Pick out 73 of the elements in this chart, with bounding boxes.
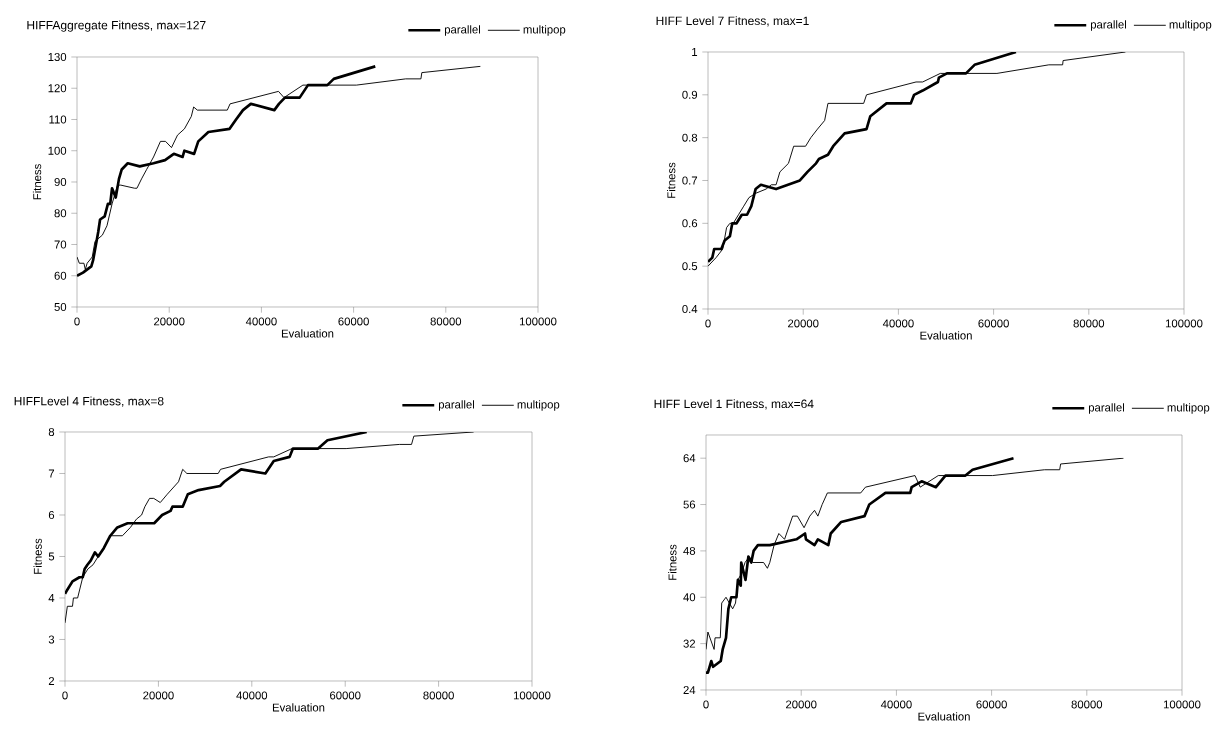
y-axis-title: Fitness bbox=[33, 538, 42, 574]
x-tick-label: 0 bbox=[74, 317, 80, 326]
x-tick-label: 0 bbox=[62, 691, 68, 700]
legend-label: parallel bbox=[1090, 20, 1126, 31]
x-tick-label: 60000 bbox=[978, 319, 1009, 328]
y-tick-label: 90 bbox=[54, 177, 67, 186]
x-tick-label: 100000 bbox=[519, 317, 557, 326]
y-tick-label: 5 bbox=[48, 552, 55, 561]
y-tick-label: 6 bbox=[48, 510, 55, 519]
x-tick-label: 0 bbox=[703, 700, 709, 709]
y-tick-label: 120 bbox=[48, 84, 67, 93]
chart-title: HIFFLevel 4 Fitness, max=8 bbox=[14, 396, 164, 407]
x-tick-label: 100000 bbox=[513, 691, 551, 700]
y-tick-label: 24 bbox=[683, 686, 696, 694]
legend-label: parallel bbox=[1088, 403, 1124, 414]
y-tick-label: 2 bbox=[48, 677, 55, 685]
y-tick-label: 40 bbox=[683, 593, 696, 602]
y-tick-label: 0.4 bbox=[682, 304, 698, 313]
y-tick-label: 50 bbox=[54, 302, 67, 311]
legend-label: parallel bbox=[438, 400, 474, 411]
y-axis-title: Fitness bbox=[32, 164, 42, 200]
y-axis-title: Fitness bbox=[667, 162, 676, 198]
legend-label: multipop bbox=[523, 25, 566, 36]
x-axis-title: Evaluation bbox=[281, 329, 334, 338]
legend-label: multipop bbox=[1169, 20, 1212, 31]
x-tick-label: 40000 bbox=[236, 691, 268, 700]
x-axis-title: Evaluation bbox=[272, 703, 325, 712]
y-tick-label: 100 bbox=[48, 146, 67, 155]
y-tick-label: 110 bbox=[49, 115, 67, 124]
y-tick-label: 60 bbox=[54, 271, 67, 280]
y-tick-label: 32 bbox=[683, 639, 696, 648]
y-tick-label: 56 bbox=[683, 500, 696, 509]
y-tick-label: 0.8 bbox=[682, 133, 698, 142]
x-axis-title: Evaluation bbox=[918, 712, 970, 721]
x-tick-label: 40000 bbox=[245, 317, 277, 326]
y-tick-label: 48 bbox=[683, 546, 696, 555]
x-tick-label: 20000 bbox=[788, 319, 819, 328]
y-axis-title: Fitness bbox=[668, 544, 677, 580]
legend-label: parallel bbox=[444, 25, 480, 36]
y-tick-label: 7 bbox=[48, 469, 55, 478]
y-tick-label: 64 bbox=[683, 454, 696, 463]
x-tick-label: 80000 bbox=[1073, 319, 1105, 328]
x-tick-label: 60000 bbox=[976, 700, 1007, 709]
x-tick-label: 60000 bbox=[338, 317, 369, 326]
x-tick-label: 40000 bbox=[880, 700, 912, 709]
x-tick-label: 60000 bbox=[330, 691, 361, 700]
y-tick-label: 0.7 bbox=[682, 176, 698, 185]
x-tick-label: 80000 bbox=[423, 691, 454, 700]
x-tick-label: 0 bbox=[705, 319, 711, 328]
y-tick-label: 0.9 bbox=[682, 90, 698, 99]
legend-label: multipop bbox=[1167, 403, 1210, 414]
y-tick-label: 4 bbox=[48, 594, 55, 602]
y-tick-label: 0.6 bbox=[682, 219, 698, 228]
x-tick-label: 40000 bbox=[882, 319, 914, 328]
x-tick-label: 80000 bbox=[430, 317, 462, 326]
x-tick-label: 20000 bbox=[786, 700, 817, 709]
y-tick-label: 8 bbox=[48, 427, 55, 436]
y-tick-label: 0.5 bbox=[682, 262, 698, 271]
x-tick-label: 100000 bbox=[1165, 319, 1203, 328]
y-tick-label: 1 bbox=[692, 48, 698, 56]
x-axis-title: Evaluation bbox=[920, 331, 972, 340]
x-tick-label: 80000 bbox=[1071, 700, 1103, 709]
x-tick-label: 100000 bbox=[1163, 700, 1201, 709]
y-tick-label: 70 bbox=[54, 240, 67, 249]
chart-title: HIFF Level 1 Fitness, max=64 bbox=[654, 399, 814, 410]
chart-title: HIFFAggregate Fitness, max=127 bbox=[27, 20, 206, 32]
legend-label: multipop bbox=[517, 400, 560, 411]
y-tick-label: 80 bbox=[54, 209, 67, 218]
y-tick-label: 130 bbox=[48, 52, 67, 61]
chart-title: HIFF Level 7 Fitness, max=1 bbox=[656, 16, 809, 27]
x-tick-label: 20000 bbox=[143, 691, 174, 700]
y-tick-label: 3 bbox=[48, 635, 55, 644]
x-tick-label: 20000 bbox=[154, 317, 185, 326]
